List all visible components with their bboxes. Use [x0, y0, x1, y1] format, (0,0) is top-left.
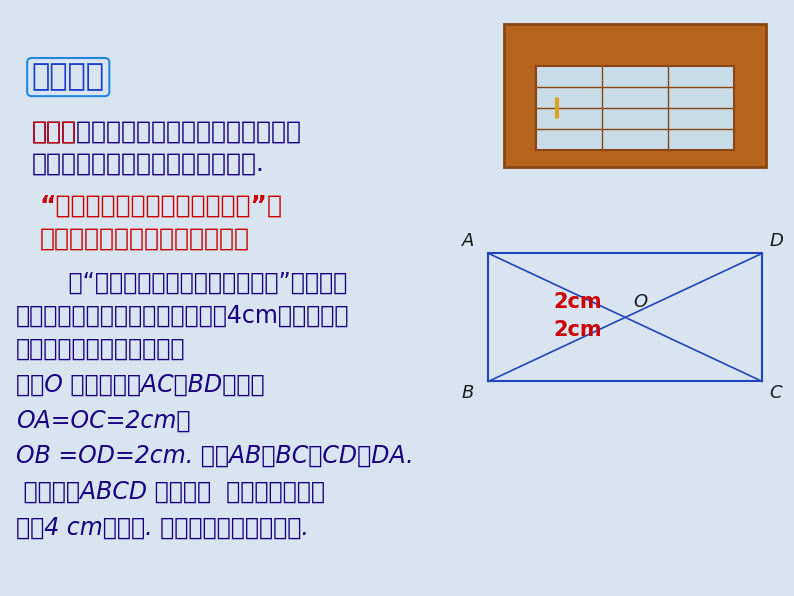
Text: 度为4 cm，如图. 这样的矩形有无穷多个.: 度为4 cm，如图. 这样的矩形有无穷多个. [16, 516, 309, 539]
Text: 新知探究: 新知探究 [32, 63, 105, 92]
Text: 2cm: 2cm [554, 321, 603, 340]
Polygon shape [504, 24, 766, 167]
Text: 吗？这样的矩形有多少个？: 吗？这样的矩形有多少个？ [16, 337, 185, 361]
Text: B: B [461, 384, 474, 402]
Text: 问题：: 问题： [32, 119, 77, 143]
Text: 的门框是否是矩形？说说你的想法.: 的门框是否是矩形？说说你的想法. [32, 152, 264, 176]
Text: 从“矩形的对角线相等且互相平分”这一性质: 从“矩形的对角线相等且互相平分”这一性质 [16, 271, 347, 295]
Text: A: A [461, 232, 474, 250]
Text: OB =OD=2cm. 连接AB，BC，CD，DA.: OB =OD=2cm. 连接AB，BC，CD，DA. [16, 444, 414, 468]
Text: OA=OC=2cm，: OA=OC=2cm， [16, 408, 191, 432]
Text: D: D [769, 232, 783, 250]
Text: 受到启发，你能画出对角线长度为4cm的一个矩形: 受到启发，你能画出对角线长度为4cm的一个矩形 [16, 304, 349, 328]
Text: C: C [769, 384, 782, 402]
Text: 过点O 画两条线段AC，BD，使得: 过点O 画两条线段AC，BD，使得 [16, 372, 264, 396]
Text: O: O [634, 293, 647, 312]
Text: 问题：怎样用带刻度的角尺检验木工做成: 问题：怎样用带刻度的角尺检验木工做成 [32, 119, 302, 143]
Polygon shape [536, 67, 734, 150]
Text: 以测量对角线的长度是否相等。: 以测量对角线的长度是否相等。 [40, 226, 249, 250]
Text: “矩形的对角线相等且互相平分”可: “矩形的对角线相等且互相平分”可 [40, 194, 283, 218]
Text: 2cm: 2cm [554, 293, 603, 312]
Text: 则四边形ABCD 是矩形，  且它的对角线长: 则四边形ABCD 是矩形， 且它的对角线长 [16, 480, 325, 504]
